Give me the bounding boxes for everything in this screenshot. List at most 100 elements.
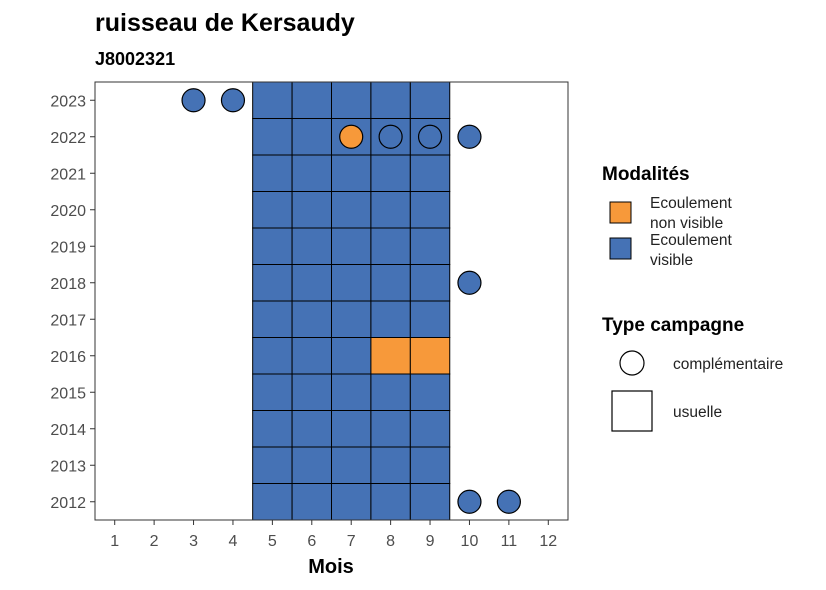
x-tick-label-6: 6 [307, 533, 316, 550]
tile-2018-8 [370, 264, 411, 302]
point-2012-11 [496, 489, 521, 514]
legend-label-non-visible-line1: Ecoulement [650, 195, 733, 212]
tile-2014-6 [291, 410, 333, 448]
legend-label-visible-line2: visible [650, 252, 693, 269]
legend-key-square [611, 390, 653, 432]
x-tick-label-9: 9 [426, 533, 435, 550]
x-tick-label-3: 3 [189, 533, 198, 550]
tile-2022-5 [252, 118, 293, 156]
tile-2018-6 [291, 264, 333, 302]
tile-2018-9 [409, 264, 451, 302]
x-tick-label-7: 7 [347, 533, 356, 550]
tile-2019-7 [331, 227, 372, 265]
tile-2014-7 [331, 410, 372, 448]
point-layer [181, 88, 521, 514]
tile-2017-6 [291, 300, 333, 338]
tile-2019-8 [370, 227, 411, 265]
y-tick-label-2020: 2020 [50, 203, 86, 220]
tile-2013-7 [331, 446, 372, 484]
legend-fill-title: Modalités [602, 164, 690, 185]
tile-2015-5 [252, 373, 293, 411]
point-2012-10 [457, 489, 482, 514]
tile-2021-6 [291, 154, 333, 192]
tile-2023-7 [331, 81, 372, 119]
legend-key-non-visible [609, 201, 632, 224]
tile-2014-5 [252, 410, 293, 448]
y-axis: 2012 2013 2014 2015 2016 2017 2018 2019 2020 2021… [50, 93, 95, 512]
point-2022-10 [457, 124, 482, 149]
legend-label-non-visible-line2: non visible [650, 215, 723, 232]
point-2023-3 [181, 88, 206, 113]
tile-2013-6 [291, 446, 333, 484]
legend-label-usuelle: usuelle [673, 404, 722, 421]
legend-label-complementaire: complémentaire [673, 356, 783, 373]
tile-2018-5 [252, 264, 293, 302]
x-tick-label-5: 5 [268, 533, 277, 550]
tile-2013-9 [409, 446, 451, 484]
y-tick-label-2019: 2019 [50, 239, 86, 256]
point-2018-10 [457, 270, 482, 295]
tile-2016-5 [252, 337, 293, 375]
x-tick-label-8: 8 [386, 533, 395, 550]
tile-2020-5 [252, 191, 293, 229]
point-2022-8 [378, 124, 403, 149]
tile-2020-7 [331, 191, 372, 229]
x-tick-label-1: 1 [110, 533, 119, 550]
tile-2021-9 [409, 154, 451, 192]
tile-2020-9 [409, 191, 451, 229]
y-tick-label-2016: 2016 [50, 349, 86, 366]
tile-2021-5 [252, 154, 293, 192]
y-tick-label-2012: 2012 [50, 495, 86, 512]
tile-2017-9 [409, 300, 451, 338]
legend-key-circle [619, 350, 645, 376]
tile-2019-6 [291, 227, 333, 265]
tile-2015-6 [291, 373, 333, 411]
x-tick-label-12: 12 [539, 533, 557, 550]
point-2022-9 [417, 124, 443, 149]
tile-2018-7 [331, 264, 372, 302]
x-tick-label-2: 2 [150, 533, 159, 550]
x-axis: 1 2 3 4 5 6 7 8 9 10 11 12 [110, 520, 557, 550]
tile-2012-9 [409, 483, 451, 521]
tile-2012-8 [370, 483, 411, 521]
plot-panel-border [94, 81, 569, 521]
chart-subtitle: J8002321 [95, 49, 175, 69]
tile-2023-9 [409, 81, 451, 119]
tile-2013-5 [252, 446, 293, 484]
tile-2017-5 [252, 300, 293, 338]
tile-2016-9 [409, 337, 451, 375]
tile-2021-8 [370, 154, 411, 192]
tile-2016-8 [370, 337, 411, 375]
tile-2014-8 [370, 410, 411, 448]
tile-2015-7 [331, 373, 372, 411]
tile-2020-6 [291, 191, 333, 229]
x-axis-title: Mois [308, 556, 354, 578]
point-2022-7 [339, 124, 364, 149]
tile-layer [252, 81, 451, 521]
legend-key-visible [609, 237, 632, 260]
y-tick-label-2018: 2018 [50, 276, 86, 293]
chart-title: ruisseau de Kersaudy [95, 9, 355, 37]
x-tick-label-4: 4 [229, 533, 238, 550]
legend-label-visible-line1: Ecoulement [650, 232, 733, 249]
tile-2022-6 [291, 118, 333, 156]
tile-2012-6 [291, 483, 333, 521]
tile-2012-7 [331, 483, 372, 521]
tile-2014-9 [409, 410, 451, 448]
y-tick-label-2015: 2015 [50, 385, 86, 402]
x-tick-label-11: 11 [501, 533, 518, 550]
tile-2020-8 [370, 191, 411, 229]
y-tick-label-2017: 2017 [50, 312, 86, 329]
point-2023-4 [220, 88, 246, 113]
y-tick-label-2014: 2014 [50, 422, 86, 439]
legend: Modalités Ecoulement non visible Ecoulem… [602, 164, 783, 432]
tile-2019-5 [252, 227, 293, 265]
tile-2016-6 [291, 337, 333, 375]
tile-2013-8 [370, 446, 411, 484]
tile-2023-8 [370, 81, 411, 119]
y-tick-label-2023: 2023 [50, 93, 86, 110]
tile-2019-9 [409, 227, 451, 265]
tile-2015-9 [409, 373, 451, 411]
legend-shape-title: Type campagne [602, 315, 744, 336]
